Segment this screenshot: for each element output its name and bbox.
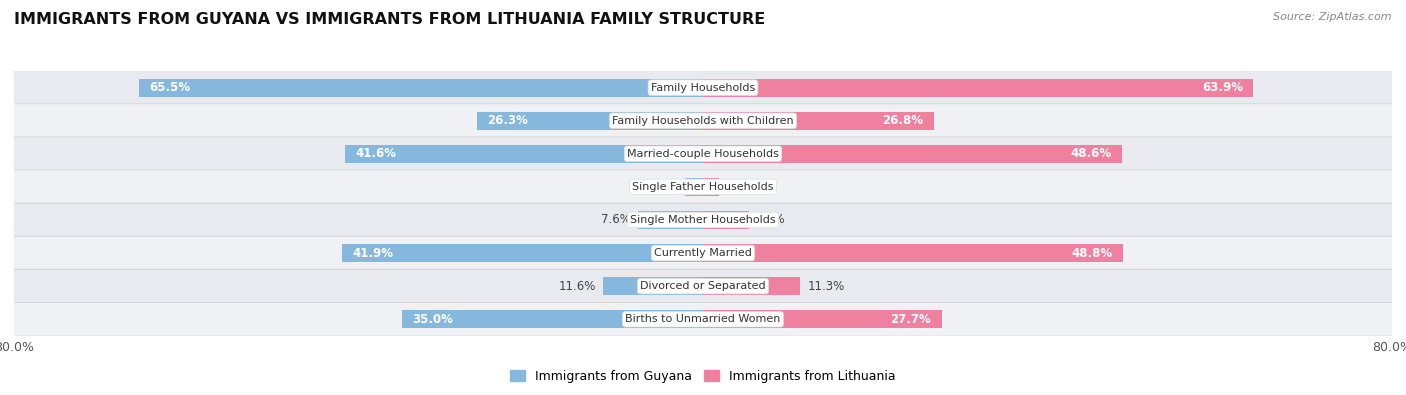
Text: 48.6%: 48.6% — [1070, 147, 1111, 160]
Text: 48.8%: 48.8% — [1071, 246, 1114, 260]
FancyBboxPatch shape — [7, 236, 1399, 270]
Text: Family Households with Children: Family Households with Children — [612, 116, 794, 126]
Text: 27.7%: 27.7% — [890, 313, 931, 326]
FancyBboxPatch shape — [7, 269, 1399, 303]
Text: Births to Unmarried Women: Births to Unmarried Women — [626, 314, 780, 324]
Bar — [637, 211, 703, 229]
Bar — [703, 211, 748, 229]
Text: 1.9%: 1.9% — [727, 181, 756, 194]
FancyBboxPatch shape — [7, 71, 1399, 105]
FancyBboxPatch shape — [7, 302, 1399, 336]
Text: 63.9%: 63.9% — [1202, 81, 1243, 94]
Bar — [477, 112, 703, 130]
Legend: Immigrants from Guyana, Immigrants from Lithuania: Immigrants from Guyana, Immigrants from … — [505, 365, 901, 388]
Text: 5.3%: 5.3% — [755, 213, 785, 226]
Bar — [342, 244, 703, 262]
Text: Single Father Households: Single Father Households — [633, 182, 773, 192]
Bar — [703, 244, 1123, 262]
Bar — [703, 145, 1122, 163]
Bar — [703, 112, 934, 130]
Bar — [139, 79, 703, 97]
Text: 7.6%: 7.6% — [600, 213, 631, 226]
Text: 35.0%: 35.0% — [412, 313, 453, 326]
Bar — [703, 277, 800, 295]
Bar — [344, 145, 703, 163]
FancyBboxPatch shape — [7, 203, 1399, 237]
Text: 26.3%: 26.3% — [486, 114, 527, 127]
Bar — [703, 310, 942, 328]
FancyBboxPatch shape — [7, 170, 1399, 204]
Text: 26.8%: 26.8% — [883, 114, 924, 127]
Text: 41.9%: 41.9% — [353, 246, 394, 260]
Bar — [685, 178, 703, 196]
Text: Source: ZipAtlas.com: Source: ZipAtlas.com — [1274, 12, 1392, 22]
Text: Divorced or Separated: Divorced or Separated — [640, 281, 766, 291]
Bar — [402, 310, 703, 328]
Text: 11.6%: 11.6% — [558, 280, 596, 293]
Bar — [703, 79, 1253, 97]
Bar — [603, 277, 703, 295]
FancyBboxPatch shape — [7, 104, 1399, 137]
FancyBboxPatch shape — [7, 137, 1399, 171]
Bar — [703, 178, 720, 196]
Text: Currently Married: Currently Married — [654, 248, 752, 258]
Text: Family Households: Family Households — [651, 83, 755, 93]
Text: Single Mother Households: Single Mother Households — [630, 215, 776, 225]
Text: IMMIGRANTS FROM GUYANA VS IMMIGRANTS FROM LITHUANIA FAMILY STRUCTURE: IMMIGRANTS FROM GUYANA VS IMMIGRANTS FRO… — [14, 12, 765, 27]
Text: Married-couple Households: Married-couple Households — [627, 149, 779, 159]
Text: 41.6%: 41.6% — [356, 147, 396, 160]
Text: 2.1%: 2.1% — [648, 181, 678, 194]
Text: 65.5%: 65.5% — [149, 81, 190, 94]
Text: 11.3%: 11.3% — [807, 280, 845, 293]
